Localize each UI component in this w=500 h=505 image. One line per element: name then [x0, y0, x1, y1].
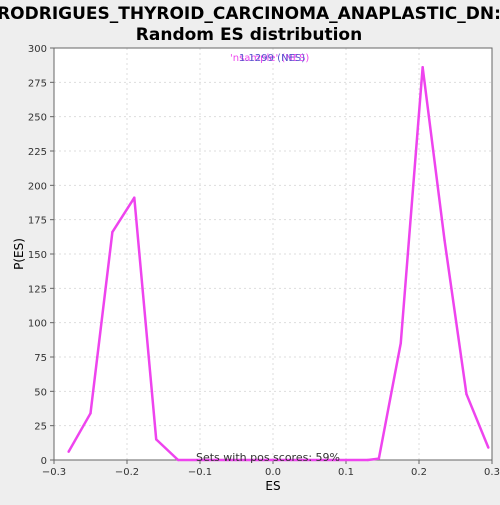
legend-text-nsample: 'nsample' (NES)	[230, 53, 309, 64]
data-point	[487, 446, 490, 449]
data-point	[366, 458, 370, 462]
y-tick-label: 150	[28, 250, 47, 261]
data-point	[133, 196, 136, 199]
y-tick-label: 25	[34, 422, 47, 433]
data-point	[421, 66, 424, 69]
data-point	[465, 392, 468, 396]
y-tick-label: 125	[28, 284, 47, 295]
x-tick-label: −0.3	[42, 467, 66, 478]
y-tick-label: 200	[28, 181, 47, 192]
y-tick-label: 250	[28, 113, 47, 124]
data-point	[111, 230, 114, 234]
data-point	[176, 458, 180, 462]
y-tick-label: 275	[28, 78, 47, 89]
data-point	[399, 342, 402, 345]
data-point	[377, 457, 381, 460]
x-tick-label: −0.1	[188, 467, 212, 478]
y-axis-label: P(ES)	[12, 238, 26, 270]
pos-scores-annotation: Sets with pos scores: 59%	[196, 451, 340, 464]
x-tick-label: 0.3	[484, 467, 500, 478]
tick-labels: 0 25 50 75 100 125 150 175 200 225 250 275 300 −0.3 −0…	[28, 44, 500, 478]
data-points	[67, 66, 490, 462]
x-tick-label: 0.2	[411, 467, 427, 478]
y-tick-label: 225	[28, 147, 47, 158]
x-tick-label: −0.2	[115, 467, 139, 478]
chart-title-line-2: Random ES distribution	[136, 25, 362, 45]
x-tick-label: 0.1	[338, 467, 354, 478]
y-tick-label: 100	[28, 319, 47, 330]
data-point	[89, 412, 92, 415]
data-point	[443, 239, 446, 242]
y-tick-label: 0	[41, 456, 47, 467]
y-tick-label: 175	[28, 216, 47, 227]
data-point	[67, 450, 70, 453]
legend-text-nes: 1.1299 (NES)	[239, 53, 305, 64]
chart-title-line-1: RODRIGUES_THYROID_CARCINOMA_ANAPLASTIC_D…	[0, 4, 500, 24]
y-tick-label: 300	[28, 44, 47, 55]
x-tick-label: 0.0	[265, 467, 281, 478]
y-tick-label: 75	[34, 353, 47, 364]
x-axis-label: ES	[265, 479, 280, 493]
y-tick-label: 50	[34, 387, 47, 398]
data-point	[155, 438, 158, 441]
